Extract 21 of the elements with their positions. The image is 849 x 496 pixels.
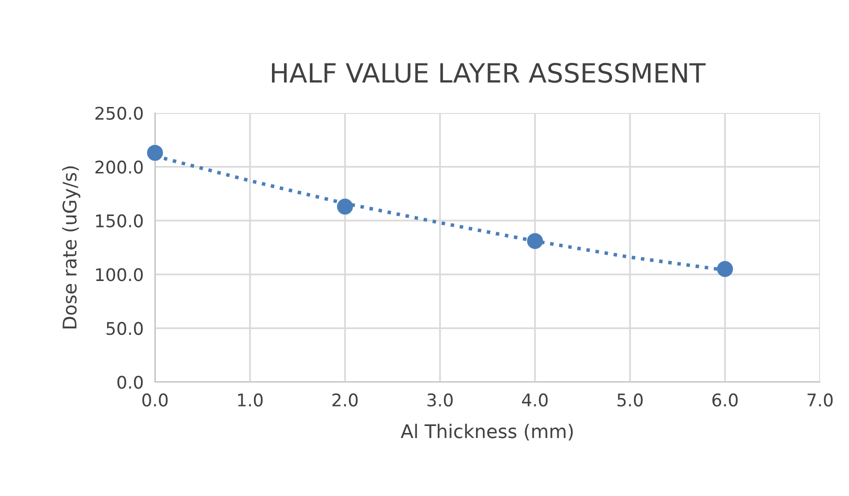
x-tick-label: 6.0	[712, 393, 738, 407]
y-tick-label: 150.0	[96, 214, 143, 228]
x-axis-title: Al Thickness (mm)	[400, 424, 573, 441]
point	[527, 233, 543, 250]
x-tick-label: 1.0	[238, 393, 263, 407]
x-tick-label: 7.0	[808, 393, 833, 407]
x-tick-label: 2.0	[332, 393, 358, 407]
point	[717, 261, 733, 277]
y-tick-label: 50.0	[106, 322, 143, 336]
point	[147, 144, 163, 161]
point	[337, 198, 353, 215]
x-tick-label: 5.0	[618, 393, 643, 407]
x-tick-label: 3.0	[428, 393, 453, 407]
y-tick-label: 100.0	[96, 268, 143, 282]
chart-title: HALF VALUE LAYER ASSESSMENT	[272, 62, 706, 83]
y-tick-label: 0.0	[117, 376, 143, 389]
y-axis-title: Dose rate (uGy/s)	[62, 166, 80, 328]
y-tick-label: 200.0	[95, 160, 143, 174]
x-tick-label: 4.0	[522, 393, 548, 407]
y-tick-label: 250.0	[95, 106, 143, 120]
x-tick-label: 0.0	[142, 393, 168, 407]
